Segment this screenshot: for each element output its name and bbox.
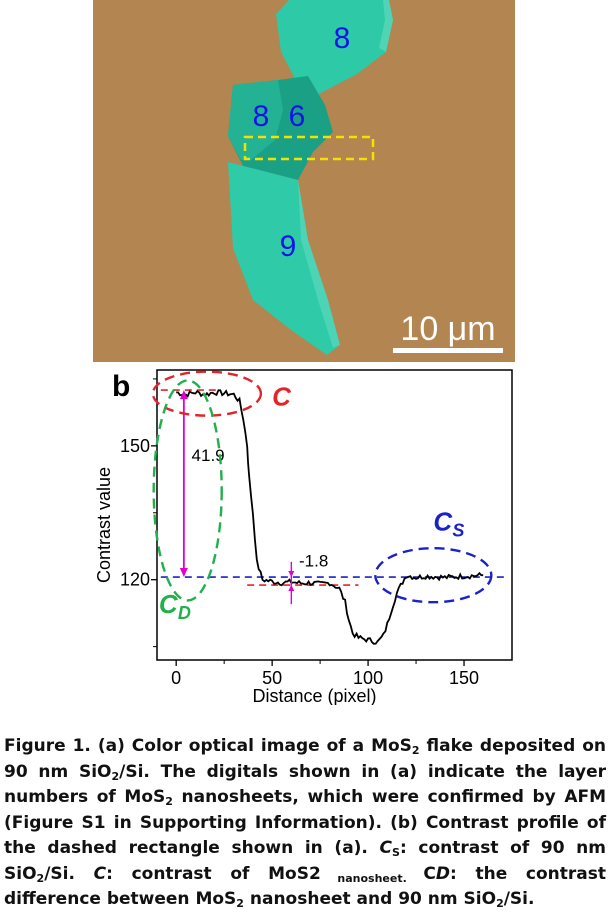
cd-ellipse	[152, 379, 223, 602]
caption-symbol: D	[435, 863, 450, 884]
contrast-profile-line	[176, 389, 484, 645]
cs-subscript: S	[452, 521, 464, 541]
figure-caption: Figure 1. (a) Color optical image of a M…	[4, 734, 606, 913]
layer-label-bottom: 9	[280, 230, 297, 263]
caption-subscript: 2	[165, 795, 173, 808]
caption-text: /Si.	[503, 889, 535, 909]
caption-paragraph: Figure 1. (a) Color optical image of a M…	[4, 734, 606, 913]
caption-text: nanosheet and 90 nm SiO	[243, 889, 497, 909]
c-label: C	[272, 382, 292, 412]
caption-symbol: C	[93, 863, 107, 884]
x-tick-label: 0	[171, 668, 181, 688]
cd-label: C	[159, 589, 179, 619]
caption-text: : contrast of MoS	[106, 863, 309, 884]
figure-number: Figure 1.	[4, 736, 91, 756]
caption-text: /Si.	[44, 863, 94, 884]
cs-label: C	[433, 507, 453, 537]
caption-subscript: 2	[36, 871, 45, 885]
upper-flake	[276, 0, 393, 96]
caption-text: (a) Color optical image of a MoS	[90, 736, 412, 756]
caption-text: /Si. The digitals shown in (a) indicate …	[4, 761, 606, 808]
upper-flake-edge	[379, 0, 393, 52]
caption-subscript: nanosheet.	[320, 871, 424, 885]
scale-bar	[393, 348, 503, 353]
x-tick-label: 100	[353, 668, 383, 688]
optical-image-panel-a: 8 8 6 9 10 μm	[93, 0, 515, 362]
caption-symbol: C	[379, 838, 393, 858]
small-arrow-head-top	[288, 571, 295, 578]
caption-text: : the contrast difference between MoS	[4, 863, 606, 910]
caption-text: : contrast of 90 nm SiO	[4, 838, 607, 884]
layer-label-top: 8	[334, 22, 351, 55]
layer-label-middle-right: 6	[289, 100, 306, 133]
caption-subscript: 2	[496, 897, 504, 910]
x-tick-label: 150	[449, 668, 479, 688]
caption-text: nanosheets, which were confirmed by AFM …	[4, 787, 607, 858]
y-tick-label: 150	[120, 436, 150, 456]
caption-text: 2	[308, 863, 321, 884]
y-axis-label: Contrast value	[94, 467, 114, 583]
caption-subscript: 2	[111, 769, 120, 783]
cs-ellipse	[374, 547, 493, 604]
y-tick-label: 120	[120, 570, 150, 590]
caption-subscript: 2	[236, 897, 244, 910]
c-ellipse	[151, 370, 263, 417]
cd-subscript: D	[178, 603, 191, 623]
caption-text: C	[423, 863, 436, 884]
caption-subscript: S	[392, 846, 400, 859]
x-axis-label: Distance (pixel)	[252, 686, 376, 705]
contrast-profile-panel-b: 0 50 100 150 120 150 Distance (pixel) Contrast …	[94, 369, 513, 705]
small-arrow-head-bottom	[288, 585, 295, 592]
plot-frame	[156, 369, 513, 661]
lower-flake-edge	[298, 180, 340, 348]
diff-value-bg	[189, 445, 236, 468]
diff-value-label: 41.9	[192, 446, 225, 465]
arrow-head-top	[179, 390, 188, 400]
arrow-head-bottom	[179, 568, 188, 578]
scale-bar-label: 10 μm	[400, 310, 495, 348]
small-diff-label: -1.8	[299, 551, 328, 570]
layer-label-middle-left: 8	[253, 100, 270, 133]
lower-flake	[228, 162, 340, 355]
panel-label-b: b	[112, 370, 130, 403]
x-tick-label: 50	[262, 668, 282, 688]
dashed-rectangle	[243, 135, 375, 161]
caption-subscript: 2	[411, 744, 420, 757]
middle-flake-light	[228, 80, 283, 160]
caption-text: flake deposited on 90 nm SiO	[4, 736, 606, 782]
